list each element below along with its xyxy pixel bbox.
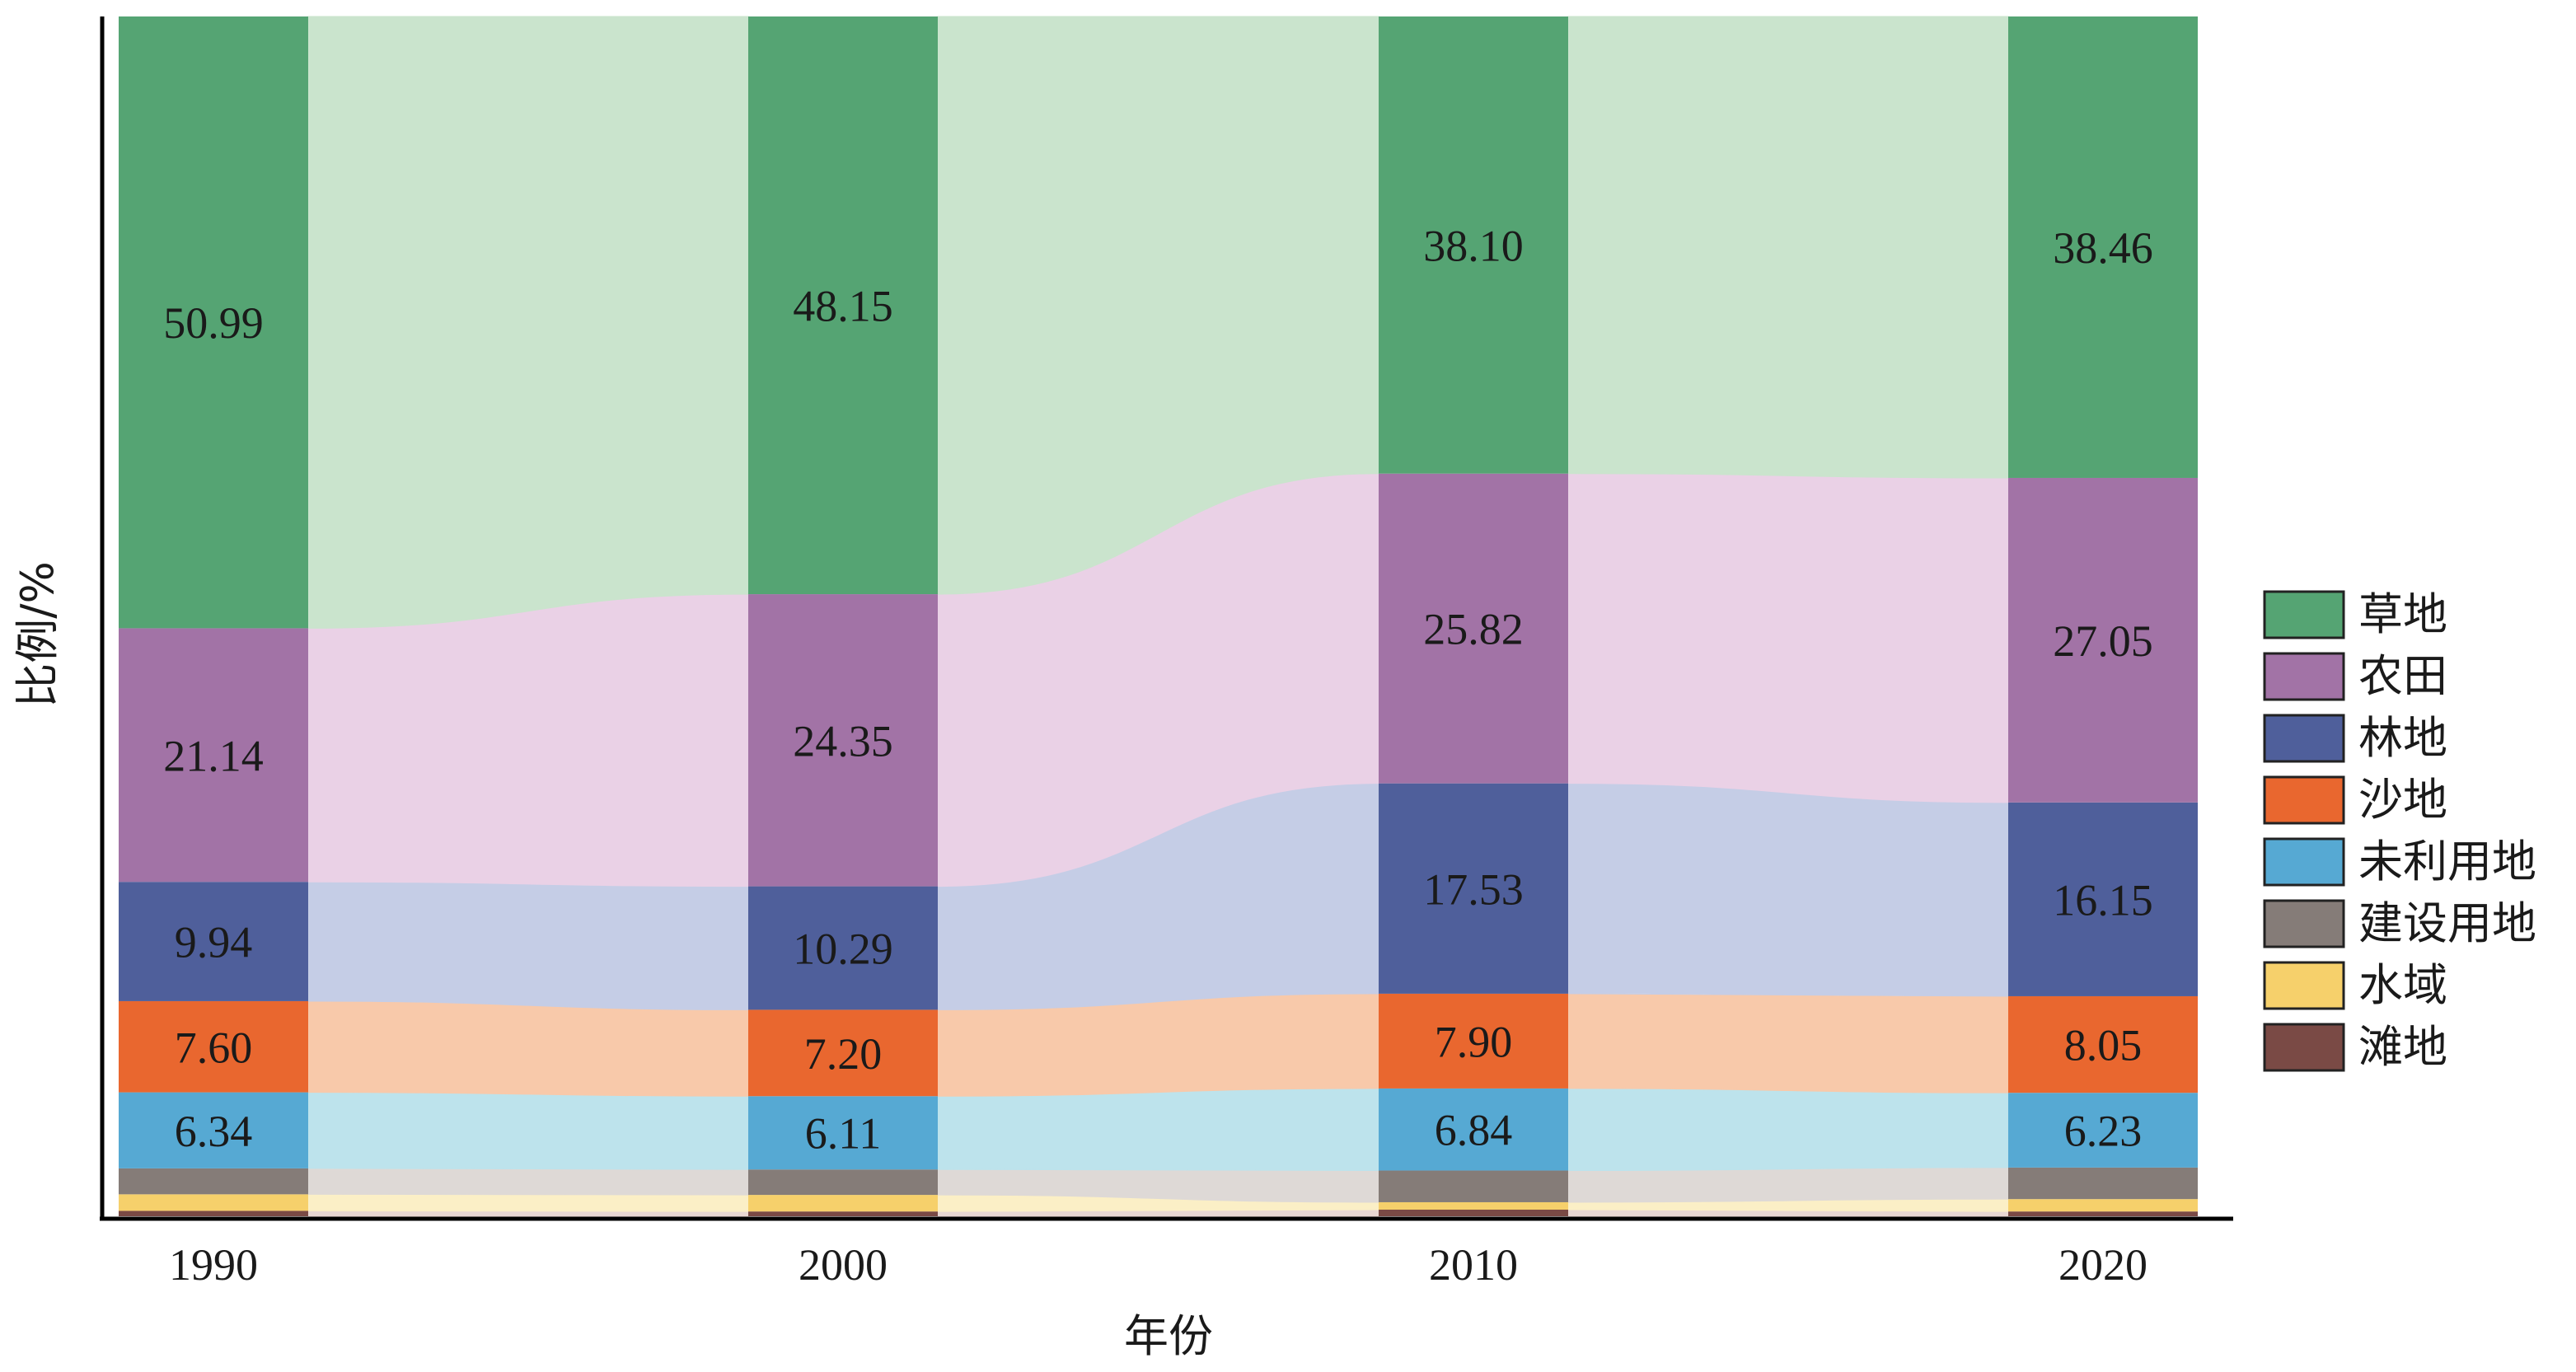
data-label-series-6-2010: 25.82 <box>1423 605 1524 654</box>
legend-swatch-1 <box>2263 652 2345 701</box>
x-tick-2010: 2010 <box>1429 1240 1518 1290</box>
segment-labels: 6.34 6.11 6.84 6.23 7.60 7.20 7.90 8.05 9.94 10.2… <box>163 221 2153 1158</box>
flow-series-2-2 <box>1567 1167 2009 1203</box>
legend-label-4: 未利用地 <box>2358 836 2536 887</box>
legend-label-5: 建设用地 <box>2358 897 2536 949</box>
legend-swatch-5 <box>2263 899 2345 948</box>
bar-series-2-2020 <box>2008 1167 2198 1200</box>
bar-series-0-1990 <box>119 1210 308 1216</box>
flow-series-7-1 <box>937 16 1379 595</box>
data-label-series-7-2010: 38.10 <box>1423 221 1524 270</box>
bar-series-7-2000 <box>748 16 938 595</box>
data-label-series-6-2020: 27.05 <box>2053 616 2153 666</box>
bar-series-6-2000 <box>748 594 938 887</box>
legend-swatch-0 <box>2263 590 2345 639</box>
flow-series-4-2 <box>1567 993 2009 1093</box>
flow-series-3-1 <box>937 1088 1379 1172</box>
bar-series-4-2010 <box>1379 993 1568 1089</box>
flow-series-5-0 <box>307 881 749 1010</box>
data-label-series-5-2020: 16.15 <box>2053 875 2153 925</box>
data-label-series-7-2000: 48.15 <box>793 282 893 331</box>
data-label-series-3-1990: 6.34 <box>175 1107 253 1156</box>
legend-swatch-6 <box>2263 961 2345 1010</box>
bar-series-3-1990 <box>119 1092 308 1168</box>
bar-series-1-2020 <box>2008 1199 2198 1212</box>
flow-series-3-0 <box>307 1092 749 1170</box>
y-axis-title: 比例/% <box>12 561 63 708</box>
x-tick-2020: 2020 <box>2058 1240 2147 1290</box>
bar-segments <box>119 16 2198 1216</box>
data-label-series-3-2020: 6.23 <box>2064 1107 2143 1156</box>
bar-series-1-2010 <box>1379 1201 1568 1210</box>
bar-series-7-1990 <box>119 16 308 629</box>
bar-series-7-2020 <box>2008 16 2198 478</box>
bar-series-6-1990 <box>119 628 308 883</box>
bar-series-6-2020 <box>2008 477 2198 803</box>
bar-series-5-2020 <box>2008 802 2198 996</box>
flow-series-6-2 <box>1567 473 2009 803</box>
x-tick-2000: 2000 <box>799 1240 888 1290</box>
bar-series-0-2000 <box>748 1211 938 1216</box>
bar-series-1-1990 <box>119 1194 308 1211</box>
bar-series-3-2000 <box>748 1096 938 1170</box>
bar-series-7-2010 <box>1379 16 1568 474</box>
x-tick-labels: 1990 2000 2010 2020 <box>169 1240 2147 1290</box>
flow-series-4-0 <box>307 1000 749 1097</box>
bar-series-2-2000 <box>748 1169 938 1196</box>
bar-series-0-2020 <box>2008 1211 2198 1216</box>
data-label-series-5-2010: 17.53 <box>1423 864 1524 914</box>
flow-series-6-0 <box>307 593 749 887</box>
flow-series-7-0 <box>307 16 749 629</box>
data-label-series-6-1990: 21.14 <box>163 731 264 780</box>
legend-swatch-2 <box>2263 714 2345 763</box>
flow-series-7-2 <box>1567 16 2009 479</box>
flow-series-5-2 <box>1567 783 2009 997</box>
data-label-series-5-2000: 10.29 <box>793 925 893 974</box>
x-axis-title: 年份 <box>1124 1310 1213 1362</box>
legend-label-6: 水域 <box>2358 959 2447 1011</box>
legend-swatch-7 <box>2263 1023 2345 1072</box>
x-tick-1990: 1990 <box>169 1240 258 1290</box>
bar-series-0-2010 <box>1379 1209 1568 1216</box>
legend-label-7: 滩地 <box>2358 1021 2447 1073</box>
flow-series-3-2 <box>1567 1088 2009 1172</box>
bar-series-1-2000 <box>748 1195 938 1212</box>
data-label-series-4-2020: 8.05 <box>2064 1021 2143 1070</box>
legend-swatch-4 <box>2263 837 2345 887</box>
bar-series-2-2010 <box>1379 1170 1568 1202</box>
data-label-series-4-1990: 7.60 <box>175 1023 253 1072</box>
bar-series-4-2020 <box>2008 995 2198 1093</box>
flow-bands <box>307 16 2009 1217</box>
bar-series-3-2020 <box>2008 1093 2198 1168</box>
axes <box>100 16 2233 1221</box>
bar-series-3-2010 <box>1379 1088 1568 1171</box>
data-label-series-4-2000: 7.20 <box>804 1029 883 1079</box>
legend-label-1: 农田 <box>2358 650 2447 702</box>
data-label-series-3-2010: 6.84 <box>1435 1106 1513 1155</box>
data-label-series-7-2020: 38.46 <box>2053 223 2153 273</box>
bar-series-5-1990 <box>119 882 308 1001</box>
data-label-series-3-2000: 6.11 <box>805 1109 882 1159</box>
legend-label-2: 林地 <box>2358 712 2447 764</box>
bar-series-5-2000 <box>748 886 938 1010</box>
data-label-series-5-1990: 9.94 <box>175 918 253 967</box>
data-label-series-4-2010: 7.90 <box>1435 1017 1513 1066</box>
legend-label-0: 草地 <box>2358 588 2447 640</box>
data-label-series-6-2000: 24.35 <box>793 716 893 766</box>
legend-swatch-3 <box>2263 775 2345 825</box>
bar-series-4-1990 <box>119 1000 308 1093</box>
bar-series-5-2010 <box>1379 783 1568 994</box>
flow-series-1-0 <box>307 1193 749 1212</box>
flow-series-2-0 <box>307 1168 749 1196</box>
data-label-series-7-1990: 50.99 <box>163 298 264 348</box>
bar-series-2-1990 <box>119 1168 308 1195</box>
legend-label-3: 沙地 <box>2358 774 2447 826</box>
bar-series-6-2010 <box>1379 473 1568 784</box>
bar-series-4-2000 <box>748 1009 938 1097</box>
